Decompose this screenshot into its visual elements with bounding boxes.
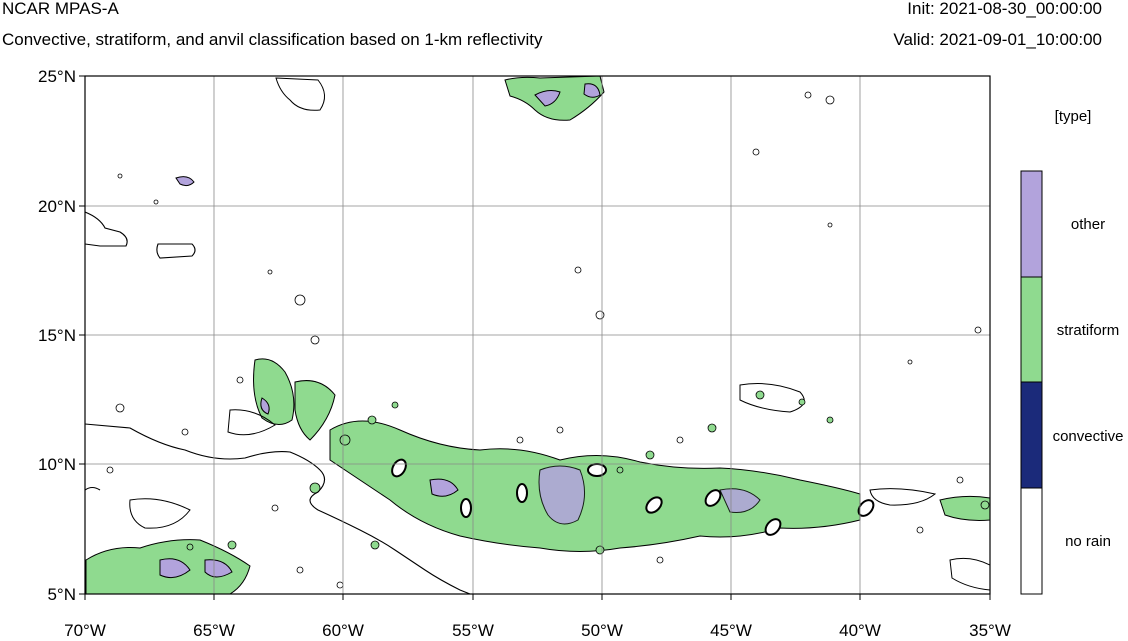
chart-subtitle: Convective, stratiform, and anvil classi… — [2, 30, 543, 49]
longitude-labels: 70°W 65°W 60°W 55°W 50°W 45°W 40°W 35°W — [64, 621, 1011, 640]
precip-region — [538, 465, 585, 525]
precip-region — [583, 83, 601, 98]
precip-region — [429, 478, 459, 497]
legend-label-convective: convective — [1053, 428, 1124, 445]
axis-ticks — [79, 75, 991, 600]
lat-label: 10°N — [38, 455, 76, 474]
precip-region — [175, 176, 195, 187]
precip-region — [949, 557, 990, 591]
lat-label: 5°N — [47, 585, 76, 604]
valid-time: Valid: 2021-09-01_10:00:00 — [893, 30, 1102, 49]
legend: [type] other stratiform convective no ra… — [1020, 108, 1124, 595]
precip-region — [260, 397, 270, 415]
lon-label: 40°W — [839, 621, 881, 640]
lon-label: 65°W — [193, 621, 235, 640]
precip-region — [719, 488, 761, 513]
graticule — [85, 76, 990, 594]
lon-label: 50°W — [581, 621, 623, 640]
coastlines — [85, 211, 471, 594]
contour-labels — [391, 458, 875, 536]
precip-region — [294, 380, 336, 441]
lon-label: 45°W — [710, 621, 752, 640]
precip-field — [85, 76, 990, 594]
lon-label: 35°W — [969, 621, 1011, 640]
precip-region — [204, 559, 233, 578]
precip-region — [869, 488, 937, 506]
precip-region — [534, 90, 561, 107]
chart-title: NCAR MPAS-A — [2, 0, 119, 18]
precip-region — [129, 498, 191, 529]
lat-label: 15°N — [38, 326, 76, 345]
lat-label: 25°N — [38, 67, 76, 86]
lon-label: 55°W — [452, 621, 494, 640]
precip-region — [159, 558, 191, 579]
legend-label-other: other — [1071, 216, 1105, 233]
legend-swatch-other — [1020, 170, 1043, 278]
precip-region — [275, 77, 325, 111]
precip-region — [227, 409, 276, 436]
latitude-labels: 25°N 20°N 15°N 10°N 5°N — [38, 67, 76, 604]
legend-swatch-no-rain — [1020, 487, 1043, 595]
legend-swatch-convective — [1020, 381, 1043, 489]
legend-label-stratiform: stratiform — [1057, 322, 1120, 339]
legend-label-no-rain: no rain — [1065, 533, 1111, 550]
precip-region — [939, 495, 990, 521]
lat-label: 20°N — [38, 197, 76, 216]
lon-label: 70°W — [64, 621, 106, 640]
legend-title: [type] — [1055, 108, 1092, 125]
lon-label: 60°W — [322, 621, 364, 640]
init-time: Init: 2021-08-30_00:00:00 — [907, 0, 1102, 18]
legend-swatch-stratiform — [1020, 276, 1043, 383]
